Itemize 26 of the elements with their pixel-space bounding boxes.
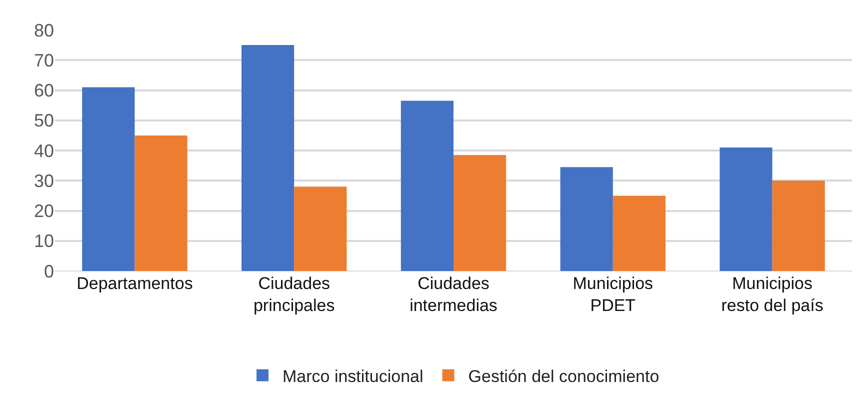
bar xyxy=(400,100,454,271)
x-tick-label: Municipios resto del país xyxy=(721,274,824,316)
y-tick-label: 0 xyxy=(44,261,54,282)
y-tick-label: 30 xyxy=(34,170,54,191)
bar xyxy=(772,180,825,271)
x-tick-label: Ciudades intermedias xyxy=(410,274,498,316)
bar xyxy=(82,87,135,271)
y-tick-label: 10 xyxy=(34,231,54,252)
y-tick-label: 50 xyxy=(34,110,54,131)
y-tick-label: 80 xyxy=(34,20,54,40)
bar xyxy=(134,135,188,271)
y-tick-label: 20 xyxy=(34,201,54,222)
bar xyxy=(294,186,347,271)
bar xyxy=(612,196,666,271)
legend-label: Gestión del conocimiento xyxy=(468,366,660,386)
bar xyxy=(242,45,294,271)
x-tick-label: Ciudades principales xyxy=(253,274,335,316)
legend-label: Marco institucional xyxy=(282,366,424,386)
x-tick-label: Departamentos xyxy=(76,274,193,293)
bar xyxy=(720,147,772,271)
y-tick-label: 40 xyxy=(34,140,54,161)
bar xyxy=(454,155,506,271)
y-tick-label: 70 xyxy=(34,50,54,70)
bar xyxy=(560,167,613,271)
y-tick-label: 60 xyxy=(34,80,54,101)
x-tick-label: Municipios PDET xyxy=(572,274,654,316)
